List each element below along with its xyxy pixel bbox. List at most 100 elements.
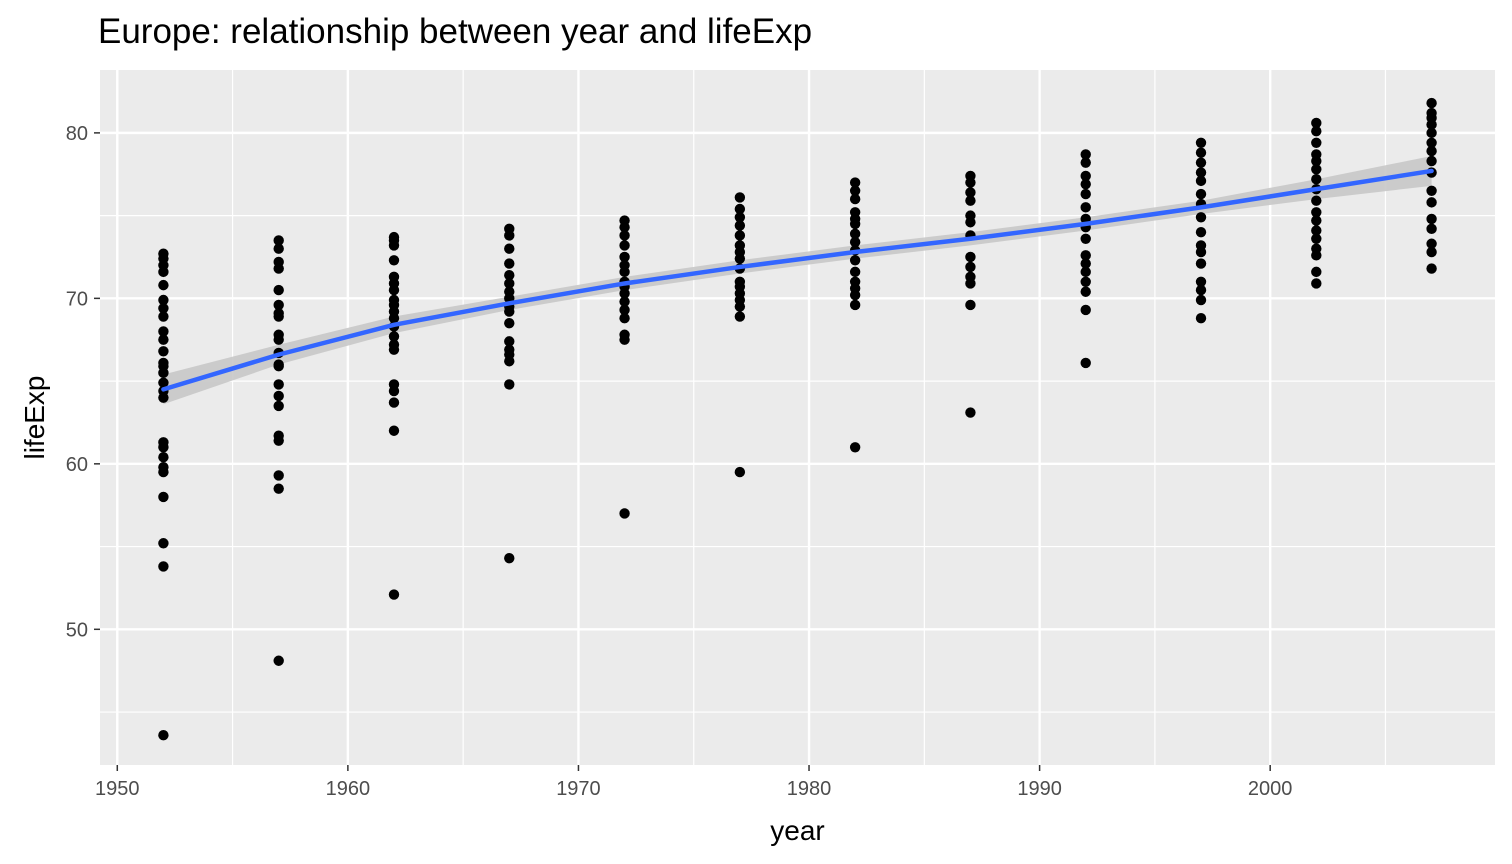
data-point	[1311, 250, 1322, 261]
data-point	[158, 392, 169, 403]
data-point	[158, 538, 169, 549]
data-point	[504, 379, 515, 390]
data-point	[734, 466, 746, 478]
data-point	[1311, 137, 1322, 149]
data-point	[273, 470, 284, 481]
data-point	[619, 251, 630, 263]
data-point	[1311, 215, 1322, 226]
data-point	[158, 452, 169, 463]
data-point	[1311, 155, 1322, 167]
data-point	[734, 230, 746, 241]
data-point	[1080, 286, 1091, 297]
data-point	[619, 304, 630, 316]
data-point	[1195, 157, 1207, 168]
data-point	[1195, 226, 1207, 238]
data-point	[158, 442, 169, 453]
data-point	[388, 385, 400, 397]
data-point	[158, 367, 169, 379]
data-point	[388, 255, 400, 266]
data-point	[1080, 202, 1091, 213]
plot-panel	[100, 70, 1495, 765]
data-point	[273, 299, 284, 311]
data-point	[158, 334, 169, 345]
data-point	[1426, 197, 1437, 208]
data-point	[1080, 276, 1091, 288]
x-tick-label: 1970	[556, 778, 601, 800]
data-point	[1195, 284, 1207, 296]
data-point	[1426, 119, 1437, 130]
data-point	[1311, 126, 1322, 137]
data-point	[1426, 263, 1437, 274]
data-point	[1195, 175, 1207, 187]
data-point	[619, 508, 630, 519]
data-point	[734, 192, 746, 203]
data-point	[273, 379, 284, 390]
data-point	[1426, 97, 1437, 109]
data-point	[1080, 188, 1091, 200]
data-point	[1080, 170, 1091, 182]
data-point	[965, 278, 976, 289]
data-point	[1195, 167, 1207, 178]
data-point	[1426, 155, 1437, 167]
data-point	[849, 299, 861, 311]
data-point	[1426, 213, 1437, 225]
points-layer	[158, 97, 1437, 741]
data-point	[273, 483, 284, 494]
data-point	[504, 356, 515, 367]
data-point	[158, 730, 169, 741]
data-point	[849, 185, 861, 196]
data-point	[1311, 164, 1322, 175]
data-point	[619, 266, 630, 278]
data-point	[965, 195, 976, 206]
data-point	[158, 377, 169, 388]
data-point	[504, 552, 515, 564]
data-point	[504, 230, 515, 241]
data-point	[849, 218, 861, 230]
data-point	[849, 193, 861, 205]
data-point	[158, 279, 169, 291]
data-point	[158, 346, 169, 357]
grid-major	[100, 70, 1495, 765]
y-axis-title: lifeExp	[19, 375, 50, 459]
data-point	[1311, 225, 1322, 236]
data-point	[1080, 250, 1091, 261]
chart-title: Europe: relationship between year and li…	[98, 12, 813, 51]
data-point	[849, 266, 861, 278]
data-point	[388, 331, 400, 342]
x-axis-title: year	[770, 815, 824, 846]
data-point	[965, 261, 976, 273]
x-tick-label: 1990	[1017, 778, 1062, 800]
data-point	[1195, 137, 1207, 149]
y-tick-label: 50	[66, 619, 88, 641]
data-point	[388, 284, 400, 296]
data-point	[388, 589, 400, 600]
data-point	[273, 655, 284, 666]
data-point	[273, 263, 284, 274]
data-point	[273, 390, 284, 402]
data-point	[965, 187, 976, 198]
data-point	[1426, 246, 1437, 258]
data-point	[388, 344, 400, 355]
data-point	[388, 425, 400, 436]
data-point	[619, 296, 630, 307]
data-point	[965, 251, 976, 263]
data-point	[849, 289, 861, 301]
data-point	[158, 466, 169, 478]
data-point	[619, 334, 630, 345]
data-point	[619, 240, 630, 251]
data-point	[1426, 137, 1437, 149]
data-point	[734, 212, 746, 223]
x-tick-label: 1960	[326, 778, 371, 800]
data-point	[849, 255, 861, 266]
data-point	[619, 313, 630, 324]
data-point	[619, 222, 630, 233]
smooth-line-layer	[161, 168, 1434, 392]
data-point	[1080, 178, 1091, 190]
data-point	[1195, 276, 1207, 288]
data-point	[849, 228, 861, 240]
data-point	[734, 253, 746, 264]
data-point	[504, 278, 515, 289]
data-point	[849, 236, 861, 248]
data-point	[1080, 258, 1091, 269]
